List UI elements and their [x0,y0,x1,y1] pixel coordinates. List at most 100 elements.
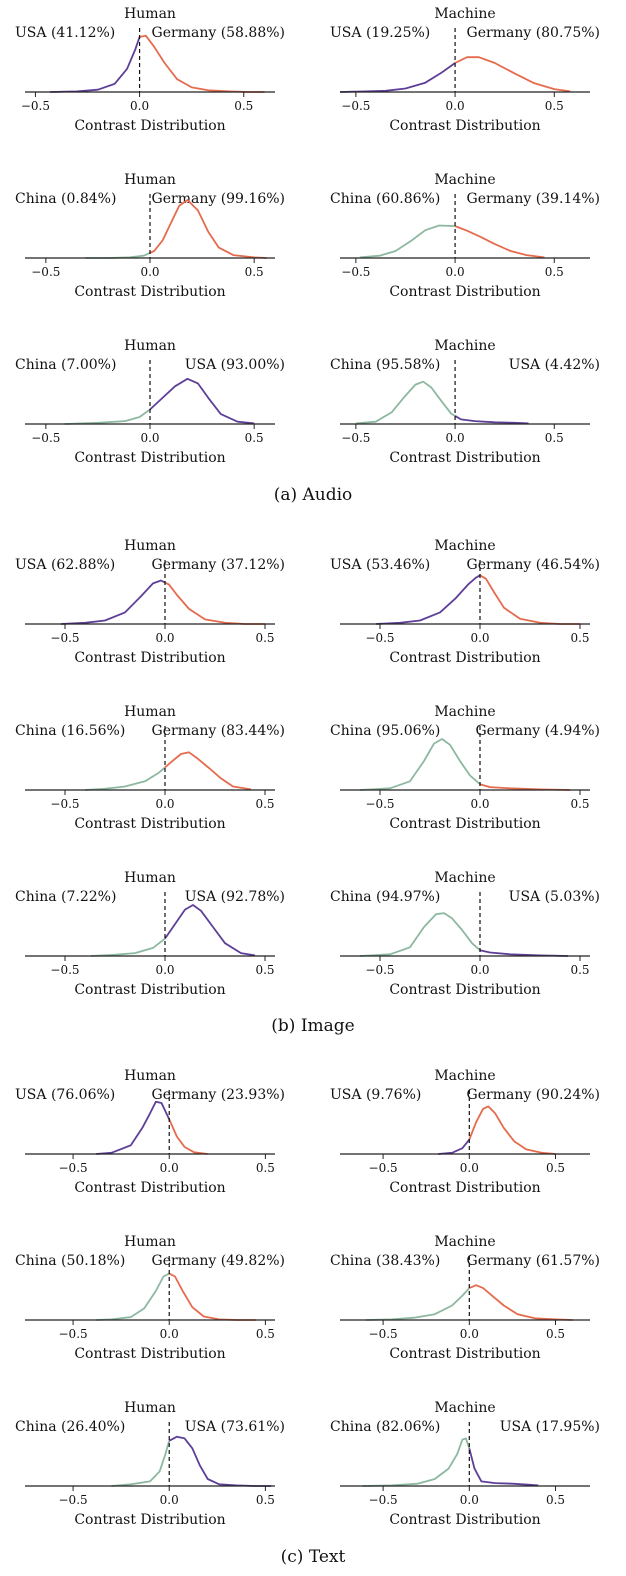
x-tick-label: 0.0 [470,631,489,645]
x-tick-label: −0.5 [21,99,50,113]
chart-title: Human [124,704,176,720]
x-tick-label: 0.5 [255,631,274,645]
x-tick-label: 0.5 [256,1327,275,1341]
chart-panel: Human China (16.56%) Germany (83.44%) −0.5 0… [15,704,285,832]
left-group-label: China (60.86%) [330,191,440,207]
chart-title: Human [124,1068,176,1084]
density-curve-right [468,1105,556,1155]
x-axis-label: Contrast Distribution [74,1180,225,1196]
density-curve-right [149,377,255,425]
density-curve-left [111,1440,171,1487]
section-caption: (b) Image [271,1016,354,1036]
x-tick-label: 0.5 [256,1493,275,1507]
x-tick-label: 0.5 [570,797,589,811]
chart-title: Human [124,538,176,554]
right-group-label: USA (93.00%) [185,357,285,373]
right-group-label: Germany (4.94%) [475,723,600,739]
chart-panel: Machine China (82.06%) USA (17.95%) −0.5 0.0… [330,1400,600,1528]
chart-title: Human [124,1400,176,1416]
x-tick-label: −0.5 [369,1327,398,1341]
chart-panel: Machine China (95.58%) USA (4.42%) −0.5 0.0 0… [330,338,600,466]
chart-panel: Human USA (62.88%) Germany (37.12%) −0.5 0.0… [15,538,285,666]
x-tick-label: −0.5 [365,797,394,811]
chart-title: Machine [434,870,495,886]
x-tick-label: −0.5 [31,431,60,445]
density-curve-right [164,751,252,791]
section-caption: (c) Text [281,1547,346,1567]
x-tick-label: −0.5 [341,265,370,279]
x-tick-label: 0.5 [245,265,264,279]
x-axis-label: Contrast Distribution [74,816,225,832]
left-group-label: USA (19.25%) [330,25,430,41]
x-tick-label: 0.0 [470,963,489,977]
section-0: Human USA (41.12%) Germany (58.88%) −0.5 0.0… [15,6,600,505]
right-group-label: USA (17.95%) [500,1419,600,1435]
x-tick-label: −0.5 [341,431,370,445]
x-axis-label: Contrast Distribution [389,1180,540,1196]
density-curve-right [454,415,529,425]
chart-title: Machine [434,6,495,22]
density-curve-right [149,199,267,259]
right-group-label: Germany (39.14%) [467,191,600,207]
x-tick-label: 0.0 [460,1493,479,1507]
right-group-label: USA (92.78%) [185,889,285,905]
chart-title: Machine [434,338,495,354]
chart-panel: Machine China (38.43%) Germany (61.57%) −0.… [330,1234,600,1362]
right-group-label: Germany (37.12%) [152,557,285,573]
x-tick-label: 0.0 [446,265,465,279]
x-tick-label: 0.0 [160,1493,179,1507]
x-tick-label: 0.5 [546,1327,565,1341]
left-group-label: China (7.00%) [15,357,116,373]
x-tick-label: 0.5 [255,797,274,811]
chart-panel: Machine China (94.97%) USA (5.03%) −0.5 0.0 0… [330,870,600,998]
x-axis-label: Contrast Distribution [389,1346,540,1362]
x-tick-label: 0.0 [460,1327,479,1341]
x-tick-label: 0.5 [546,1161,565,1175]
x-tick-label: 0.0 [155,963,174,977]
density-curve-left [359,224,456,259]
x-tick-label: 0.5 [570,631,589,645]
x-tick-label: −0.5 [50,631,79,645]
density-curve-right [479,949,569,957]
chart-panel: Human China (7.00%) USA (93.00%) −0.5 0.0 0.5… [15,338,285,466]
x-tick-label: −0.5 [59,1161,88,1175]
x-axis-label: Contrast Distribution [389,450,540,466]
x-axis-label: Contrast Distribution [389,1512,540,1528]
density-curve-right [164,581,265,625]
density-curve-right [454,56,571,93]
density-curve-left [438,1138,471,1155]
chart-title: Machine [434,704,495,720]
x-axis-label: Contrast Distribution [389,284,540,300]
chart-panel: Human China (7.22%) USA (92.78%) −0.5 0.0 0.5… [15,870,285,998]
x-tick-label: 0.5 [546,1493,565,1507]
x-axis-label: Contrast Distribution [74,650,225,666]
left-group-label: USA (53.46%) [330,557,430,573]
density-curve-right [454,225,545,259]
x-tick-label: 0.0 [130,99,149,113]
right-group-label: Germany (99.16%) [152,191,285,207]
x-tick-label: 0.0 [460,1161,479,1175]
right-group-label: USA (73.61%) [185,1419,285,1435]
density-curve-left [359,912,481,957]
x-tick-label: 0.0 [446,99,465,113]
x-tick-label: −0.5 [50,797,79,811]
x-tick-label: 0.5 [545,265,564,279]
x-tick-label: 0.0 [140,265,159,279]
density-curve-left [339,62,456,93]
right-group-label: Germany (46.54%) [467,557,600,573]
x-tick-label: 0.5 [545,99,564,113]
density-curve-right [479,783,571,791]
chart-title: Human [124,1234,176,1250]
x-axis-label: Contrast Distribution [74,118,225,134]
x-tick-label: 0.5 [245,431,264,445]
x-tick-label: 0.0 [160,1161,179,1175]
left-group-label: USA (62.88%) [15,557,115,573]
chart-panel: Machine USA (9.76%) Germany (90.24%) −0.5 0.… [330,1068,600,1196]
density-curve-left [84,766,166,791]
chart-title: Machine [434,538,495,554]
x-axis-label: Contrast Distribution [389,982,540,998]
density-curve-left [60,579,166,625]
x-axis-label: Contrast Distribution [74,1512,225,1528]
chart-title: Human [124,338,176,354]
